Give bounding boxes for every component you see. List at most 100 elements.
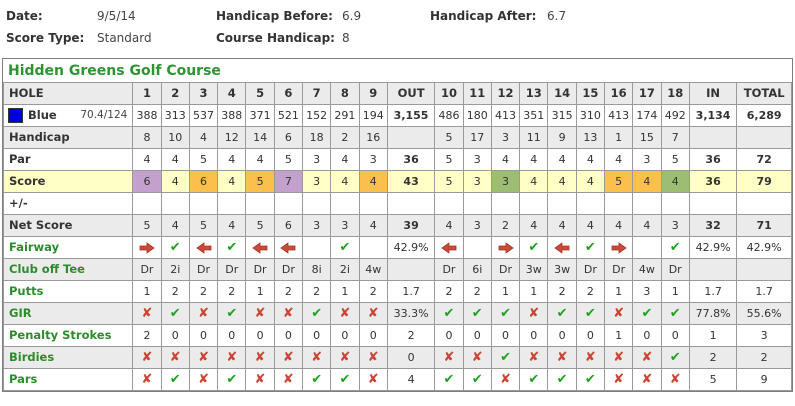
cross-icon: ✘ [339,350,351,365]
fairway-row-label: Fairway [2,236,134,259]
plus-minus-cell [301,192,332,215]
pars-cell: 5 [688,368,738,391]
check-icon: ✔ [169,372,181,387]
pars-cell: ✘ [660,368,690,391]
hole-column-header: TOTAL [736,82,792,105]
par-cell: 36 [386,148,436,171]
check-icon: ✔ [669,240,681,255]
cross-icon: ✘ [500,372,511,387]
cross-icon: ✘ [613,306,625,321]
cross-icon: ✘ [198,350,209,365]
handicap-cell: 13 [575,126,606,149]
gir-row-label: GIR [2,302,134,325]
net-score-cell: 4 [603,214,634,237]
par-row-label: Par [2,148,134,171]
cross-icon: ✘ [282,350,294,365]
gir-cell: ✔ [490,302,521,325]
penalty-strokes-cell: 0 [245,324,275,347]
fairway-cell [245,236,275,259]
scorecard-card: Hidden Greens Golf Course HOLE 1 2 3 4 5 6 7 8 9 O… [2,58,793,392]
penalty-strokes-cell: 0 [462,324,492,347]
check-icon: ✔ [471,372,483,387]
birdies-cell: ✘ [358,346,388,369]
club-off-tee-cell [736,258,792,281]
arrow-right-icon [611,241,627,254]
row-putts: Putts 1 2 2 2 1 2 2 1 2 1.7 2 2 1 1 2 2 1 3 1 1.7 1.7 [2,280,792,303]
hole-column-header: 15 [575,82,606,105]
gir-cell: ✔ [575,302,606,325]
hole-column-header: 2 [160,82,190,105]
penalty-strokes-cell: 0 [273,324,304,347]
handicap-cell: 16 [358,126,388,149]
course-title: Hidden Greens Golf Course [8,63,221,79]
score-cell: 4 [217,170,247,193]
cross-icon: ✘ [254,372,266,387]
row-club-off-tee: Club off Tee Dr 2i Dr Dr Dr Dr 8i 2i 4w Dr 6i Dr 3w 3w… [2,258,792,281]
hole-column-header: 9 [358,82,388,105]
hole-column-header: OUT [386,82,436,105]
row-par: Par 4 4 5 4 4 5 3 4 3 36 5 3 4 4 4 4 4 3 5 36 72 [2,148,792,171]
handicap-cell: 12 [217,126,247,149]
cross-icon: ✘ [556,350,568,365]
score-cell: 7 [273,170,304,193]
handicap-before-label: Handicap Before: [216,9,333,23]
check-icon: ✔ [471,306,483,321]
pars-cell: ✔ [330,368,360,391]
par-cell: 5 [188,148,219,171]
par-cell: 4 [547,148,577,171]
par-cell: 72 [736,148,792,171]
tee-cell: 351 [519,104,549,127]
penalty-strokes-cell: 0 [490,324,521,347]
check-icon: ✔ [311,306,323,321]
cross-icon: ✘ [641,350,653,365]
score-cell: 3 [490,170,521,193]
fairway-cell [434,236,464,259]
plus-minus-cell [462,192,492,215]
net-score-cell: 4 [632,214,662,237]
pars-cell: ✔ [462,368,492,391]
putts-cell: 1 [245,280,275,303]
gir-cell: ✔ [462,302,492,325]
par-cell: 4 [603,148,634,171]
birdies-cell: ✘ [217,346,247,369]
plus-minus-cell [660,192,690,215]
net-score-cell: 4 [358,214,388,237]
row-net-score: Net Score 5 4 5 4 5 6 3 3 4 39 4 3 2 4 4 4 4 4 3 32 71 [2,214,792,237]
pars-cell: ✔ [547,368,577,391]
cross-icon: ✘ [613,372,625,387]
round-info: Date: 9/5/14 Score Type: Standard Handic… [0,0,795,58]
par-cell: 4 [217,148,247,171]
cross-icon: ✘ [471,350,483,365]
tee-color-swatch [8,108,23,123]
hole-column-header: 7 [301,82,332,105]
net-score-cell: 4 [519,214,549,237]
net-score-cell: 4 [160,214,190,237]
score-cell: 4 [519,170,549,193]
check-icon: ✔ [528,372,540,387]
penalty-strokes-cell: 1 [603,324,634,347]
plus-minus-cell [632,192,662,215]
birdies-cell: ✘ [575,346,606,369]
arrow-left-icon [280,241,296,254]
birdies-cell: 2 [736,346,792,369]
handicap-cell: 15 [632,126,662,149]
handicap-cell: 11 [519,126,549,149]
putts-cell: 2 [217,280,247,303]
gir-cell: ✘ [603,302,634,325]
plus-minus-cell [490,192,521,215]
cross-icon: ✘ [311,350,323,365]
hole-column-header: 6 [273,82,304,105]
fairway-cell: 42.9% [688,236,738,259]
birdies-cell: ✘ [330,346,360,369]
check-icon: ✔ [311,372,323,387]
course-handicap-label: Course Handicap: [216,31,335,45]
score-cell: 43 [386,170,436,193]
plus-minus-cell [547,192,577,215]
birdies-cell: ✘ [547,346,577,369]
fairway-cell: ✔ [330,236,360,259]
par-cell: 4 [330,148,360,171]
tee-cell: 492 [660,104,690,127]
cross-icon: ✘ [141,372,153,387]
gir-cell: 33.3% [386,302,436,325]
check-icon: ✔ [584,306,596,321]
